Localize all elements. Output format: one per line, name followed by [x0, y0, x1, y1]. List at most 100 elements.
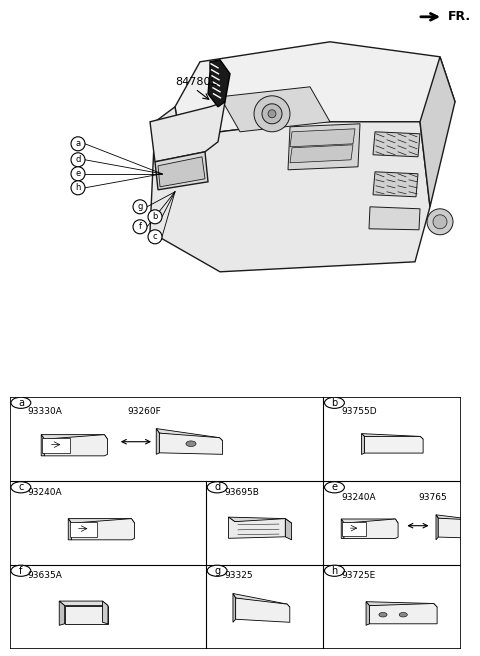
Polygon shape: [42, 438, 70, 453]
Polygon shape: [44, 435, 108, 456]
Circle shape: [207, 565, 227, 577]
Text: 93325: 93325: [224, 571, 252, 580]
Circle shape: [148, 210, 162, 224]
Polygon shape: [233, 594, 290, 607]
Polygon shape: [341, 519, 398, 523]
Text: 93765: 93765: [418, 493, 447, 502]
Text: FR.: FR.: [448, 10, 471, 24]
Text: 84780L: 84780L: [175, 77, 217, 87]
Polygon shape: [68, 519, 72, 540]
Circle shape: [262, 104, 282, 124]
Polygon shape: [150, 102, 225, 162]
Polygon shape: [373, 172, 418, 197]
Circle shape: [133, 200, 147, 214]
Text: c: c: [153, 232, 157, 241]
Text: 93240A: 93240A: [341, 493, 376, 502]
Circle shape: [11, 398, 31, 408]
Polygon shape: [41, 435, 44, 456]
Text: 93635A: 93635A: [28, 571, 62, 580]
Circle shape: [324, 565, 344, 577]
Circle shape: [133, 220, 147, 234]
Circle shape: [11, 482, 31, 493]
Text: 93755D: 93755D: [341, 407, 377, 416]
Polygon shape: [156, 428, 223, 441]
Text: a: a: [75, 139, 81, 148]
Circle shape: [433, 215, 447, 229]
Polygon shape: [436, 515, 438, 540]
Polygon shape: [150, 107, 430, 272]
Circle shape: [71, 181, 85, 195]
Circle shape: [379, 613, 387, 617]
Circle shape: [71, 153, 85, 167]
Polygon shape: [342, 522, 366, 536]
Text: 93260F: 93260F: [127, 407, 161, 416]
Polygon shape: [158, 157, 205, 187]
Text: d: d: [214, 482, 220, 492]
Text: 93695B: 93695B: [224, 488, 259, 497]
Polygon shape: [361, 434, 364, 455]
Polygon shape: [370, 604, 437, 624]
Circle shape: [399, 613, 408, 617]
Text: 93330A: 93330A: [28, 407, 62, 416]
Circle shape: [268, 110, 276, 118]
Text: h: h: [331, 565, 337, 576]
Circle shape: [71, 137, 85, 151]
Text: b: b: [331, 398, 337, 408]
Polygon shape: [208, 60, 230, 107]
Polygon shape: [285, 519, 291, 540]
Polygon shape: [341, 519, 344, 539]
Polygon shape: [228, 517, 285, 539]
Polygon shape: [59, 601, 65, 625]
Polygon shape: [220, 87, 330, 132]
Text: c: c: [18, 482, 24, 492]
Polygon shape: [344, 519, 398, 539]
Text: g: g: [137, 202, 143, 211]
Polygon shape: [70, 522, 96, 537]
Polygon shape: [68, 519, 134, 523]
Text: f: f: [139, 222, 142, 232]
Text: h: h: [75, 183, 81, 192]
Polygon shape: [236, 598, 290, 623]
Polygon shape: [366, 602, 370, 625]
Circle shape: [71, 167, 85, 181]
Polygon shape: [290, 129, 355, 147]
Text: 93240A: 93240A: [28, 488, 62, 497]
Text: f: f: [19, 565, 23, 576]
Circle shape: [324, 482, 344, 493]
Text: g: g: [214, 565, 220, 576]
Circle shape: [207, 482, 227, 493]
Polygon shape: [159, 433, 223, 455]
Circle shape: [254, 96, 290, 132]
Text: b: b: [152, 213, 158, 221]
Polygon shape: [41, 435, 108, 439]
Polygon shape: [373, 132, 420, 157]
Polygon shape: [72, 519, 134, 540]
Polygon shape: [361, 434, 423, 439]
Circle shape: [148, 230, 162, 244]
Text: a: a: [18, 398, 24, 408]
Polygon shape: [65, 605, 108, 624]
Polygon shape: [175, 42, 455, 137]
Circle shape: [427, 209, 453, 235]
Polygon shape: [155, 152, 208, 190]
Polygon shape: [290, 145, 353, 163]
Text: 93725E: 93725E: [341, 571, 375, 580]
Circle shape: [11, 565, 31, 577]
Polygon shape: [438, 518, 480, 539]
Text: d: d: [75, 155, 81, 164]
Polygon shape: [366, 602, 437, 607]
Polygon shape: [288, 124, 360, 170]
Circle shape: [186, 441, 196, 447]
Text: e: e: [332, 482, 337, 492]
Polygon shape: [364, 436, 423, 453]
Polygon shape: [228, 517, 291, 523]
Polygon shape: [156, 428, 159, 455]
Text: e: e: [75, 169, 81, 178]
Polygon shape: [436, 515, 480, 523]
Circle shape: [324, 398, 344, 408]
Polygon shape: [420, 57, 455, 207]
Polygon shape: [369, 207, 420, 230]
Polygon shape: [103, 601, 108, 624]
Polygon shape: [59, 601, 108, 605]
Polygon shape: [233, 594, 236, 623]
